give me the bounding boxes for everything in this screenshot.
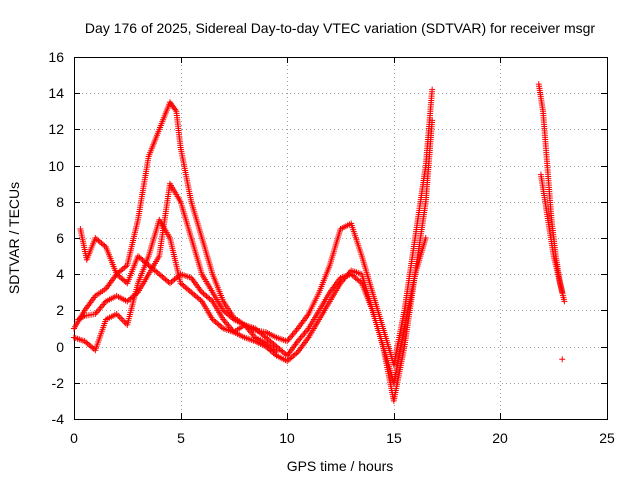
series-track-e xyxy=(535,81,568,305)
grid-layer xyxy=(74,57,607,419)
x-tick-label: 5 xyxy=(177,430,185,446)
data-point xyxy=(97,304,104,311)
data-point xyxy=(559,356,566,363)
data-point xyxy=(100,301,107,308)
data-point xyxy=(222,319,229,326)
series-track-a xyxy=(71,86,436,368)
data-point xyxy=(96,306,103,313)
series-isolated-point xyxy=(559,356,566,363)
y-tick-label: 14 xyxy=(48,85,64,101)
x-tick-label: 10 xyxy=(279,430,295,446)
data-points xyxy=(71,81,568,404)
y-tick-label: -4 xyxy=(52,411,65,427)
y-tick-label: 10 xyxy=(48,158,64,174)
y-tick-label: 4 xyxy=(56,266,64,282)
x-tick-label: 15 xyxy=(386,430,402,446)
data-point xyxy=(98,303,105,310)
y-tick-label: 12 xyxy=(48,121,64,137)
x-axis-label: GPS time / hours xyxy=(287,458,394,474)
data-point xyxy=(119,317,126,324)
y-tick-label: 8 xyxy=(56,194,64,210)
data-point xyxy=(94,307,101,314)
data-point xyxy=(559,289,566,296)
data-point xyxy=(292,328,299,335)
data-point xyxy=(115,312,122,319)
x-tick-label: 25 xyxy=(599,430,615,446)
data-point xyxy=(118,315,125,322)
axis-ticks: 0 5 10 15 20 25 -4 -2 0 2 4 6 8 10 12 14 16 xyxy=(48,49,615,446)
data-point xyxy=(300,331,307,338)
y-axis-label: SDTVAR / TECUs xyxy=(6,182,22,294)
chart-title: Day 176 of 2025, Sidereal Day-to-day VTE… xyxy=(85,20,595,36)
data-point xyxy=(288,333,295,340)
x-tick-label: 0 xyxy=(70,430,78,446)
series-track-d xyxy=(71,216,280,356)
data-point xyxy=(290,330,297,337)
data-point xyxy=(422,235,429,241)
data-point xyxy=(289,331,296,338)
data-point xyxy=(561,298,568,305)
data-point xyxy=(429,86,436,93)
data-point xyxy=(298,333,305,340)
y-tick-label: -2 xyxy=(52,375,65,391)
data-point xyxy=(285,336,292,343)
y-tick-label: 6 xyxy=(56,230,64,246)
series-track-c xyxy=(77,225,429,386)
y-tick-label: 0 xyxy=(56,339,64,355)
series-track-f xyxy=(537,171,566,296)
data-point xyxy=(249,331,256,338)
data-point xyxy=(429,117,436,124)
x-tick-label: 20 xyxy=(492,430,508,446)
y-tick-label: 16 xyxy=(48,49,64,65)
data-point xyxy=(297,335,304,342)
y-tick-label: 2 xyxy=(56,302,64,318)
data-point xyxy=(121,318,128,325)
data-point xyxy=(273,349,280,356)
